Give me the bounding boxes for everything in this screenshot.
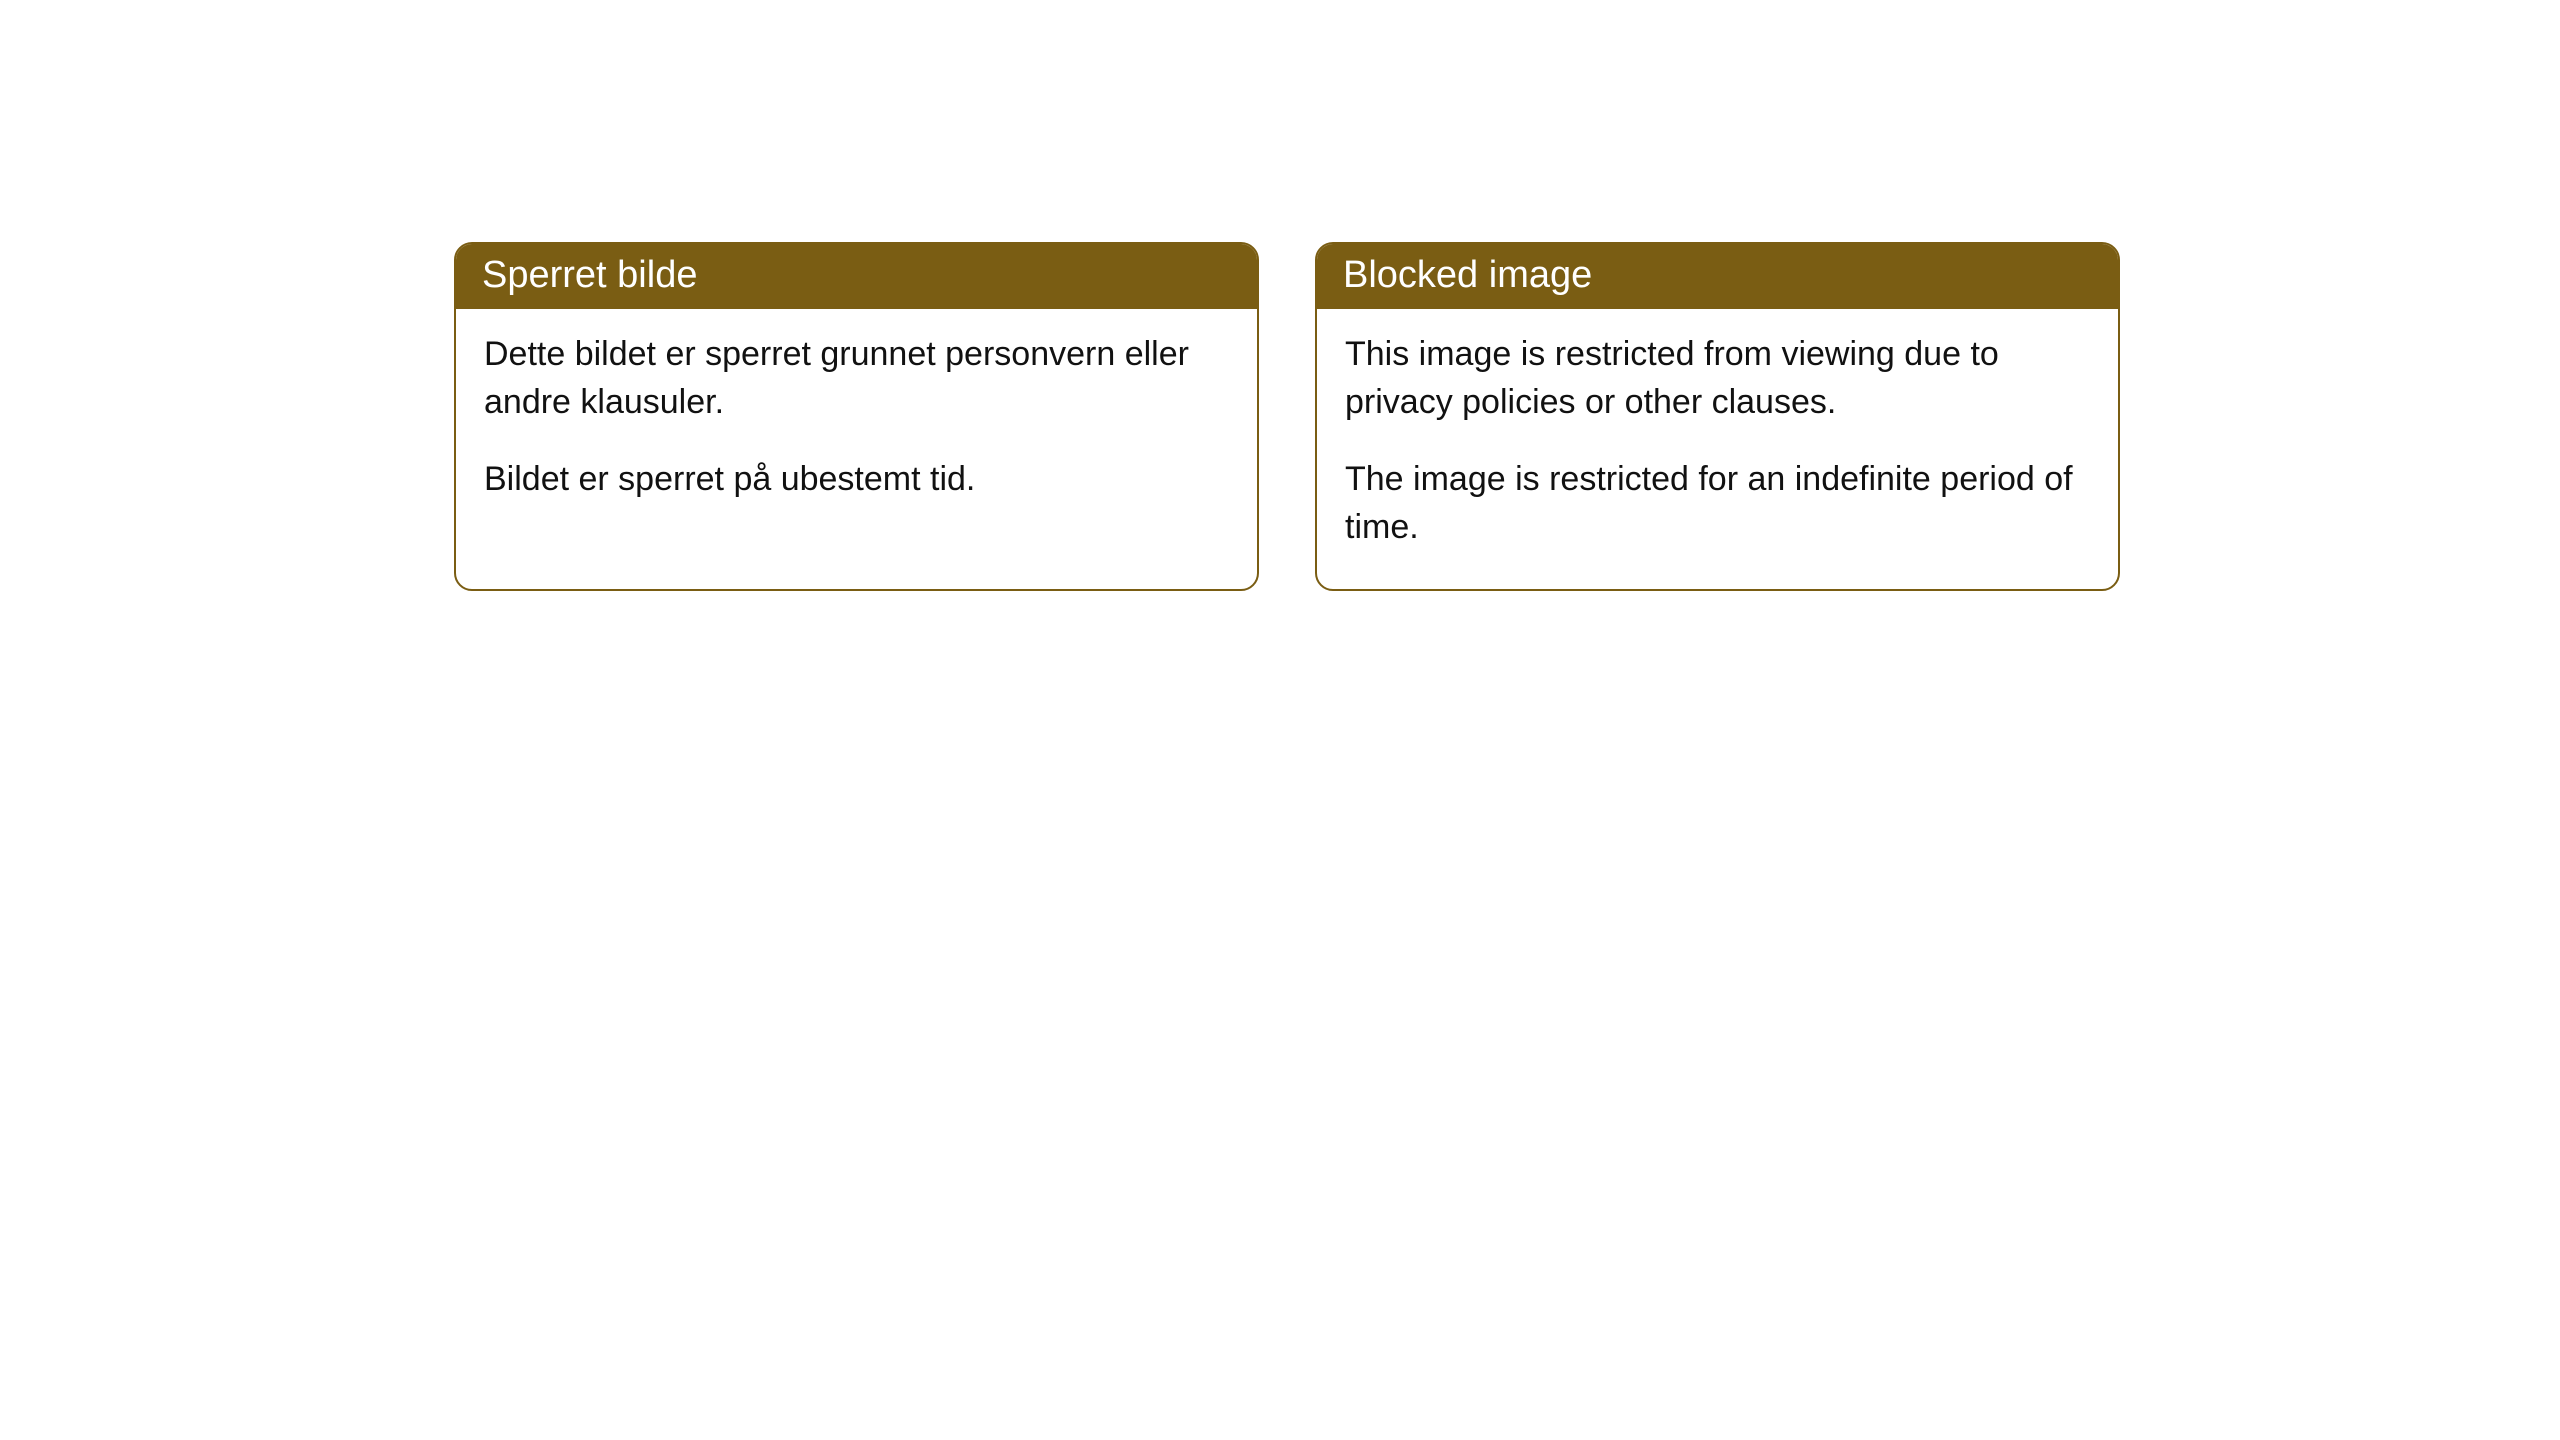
notice-card-english: Blocked image This image is restricted f… bbox=[1315, 242, 2120, 591]
card-header: Blocked image bbox=[1317, 244, 2118, 309]
card-paragraph: Dette bildet er sperret grunnet personve… bbox=[484, 331, 1229, 426]
card-body: This image is restricted from viewing du… bbox=[1317, 309, 2118, 589]
notice-container: Sperret bilde Dette bildet er sperret gr… bbox=[454, 242, 2120, 591]
card-paragraph: Bildet er sperret på ubestemt tid. bbox=[484, 456, 1229, 504]
card-body: Dette bildet er sperret grunnet personve… bbox=[456, 309, 1257, 542]
notice-card-norwegian: Sperret bilde Dette bildet er sperret gr… bbox=[454, 242, 1259, 591]
card-paragraph: The image is restricted for an indefinit… bbox=[1345, 456, 2090, 551]
card-header: Sperret bilde bbox=[456, 244, 1257, 309]
card-paragraph: This image is restricted from viewing du… bbox=[1345, 331, 2090, 426]
